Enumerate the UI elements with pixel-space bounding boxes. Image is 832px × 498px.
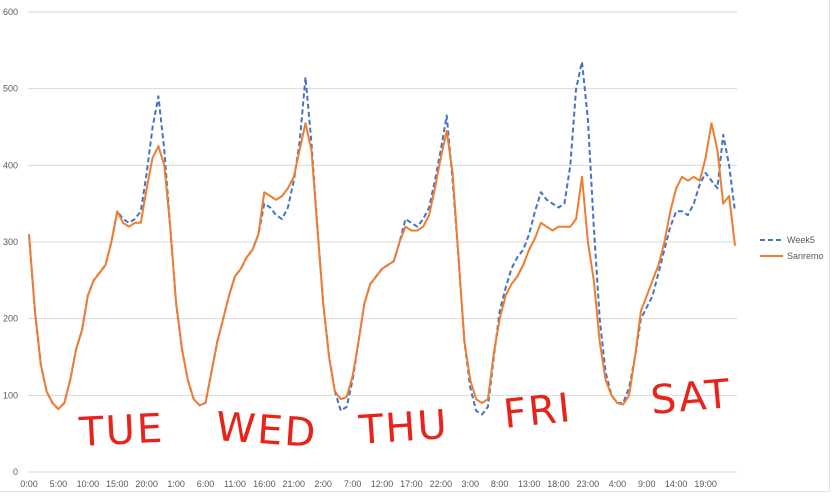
legend-label-week5: Week5	[787, 235, 815, 245]
legend-label-sanremo: Sanremo	[787, 251, 824, 261]
series-lines	[28, 60, 736, 416]
x-tick-label: 7:00	[344, 479, 362, 489]
annotation-tue: TUE	[77, 406, 165, 456]
x-tick-label: 5:00	[50, 479, 68, 489]
series-line-week5	[28, 60, 736, 416]
x-tick-label: 16:00	[253, 479, 276, 489]
x-tick-label: 13:00	[518, 479, 541, 489]
x-tick-label: 17:00	[400, 479, 423, 489]
x-tick-label: 14:00	[665, 479, 688, 489]
annotation-wed: WED	[214, 404, 319, 457]
y-tick-label: 100	[3, 390, 18, 400]
x-tick-label: 12:00	[371, 479, 394, 489]
x-tick-label: 2:00	[314, 479, 332, 489]
x-tick-label: 3:00	[461, 479, 479, 489]
x-tick-label: 19:00	[694, 479, 717, 489]
x-tick-label: 4:00	[609, 479, 627, 489]
x-tick-label: 1:00	[167, 479, 185, 489]
gridlines	[28, 11, 737, 473]
y-tick-label: 400	[3, 160, 18, 170]
x-axis-ticks: 0:00 5:00 10:00 15:00 20:00 1:00 6:00 11:00 16:0…	[20, 479, 717, 489]
y-tick-label: 300	[3, 237, 18, 247]
annotation-thu: THU	[356, 402, 450, 454]
legend: Week5 Sanremo	[760, 235, 824, 261]
x-tick-label: 11:00	[224, 479, 246, 489]
x-tick-label: 20:00	[135, 479, 158, 489]
annotation-fri: FRI	[501, 385, 574, 438]
x-tick-label: 0:00	[20, 479, 38, 489]
annotation-sat: SAT	[649, 371, 734, 424]
x-tick-label: 22:00	[430, 479, 453, 489]
x-tick-label: 15:00	[106, 479, 129, 489]
y-axis-ticks: 0 100 200 300 400 500 600	[3, 7, 18, 477]
y-tick-label: 0	[13, 467, 18, 477]
day-annotations: TUE WED THU FRI SAT	[77, 371, 733, 457]
y-tick-label: 600	[3, 7, 18, 17]
y-tick-label: 500	[3, 84, 18, 94]
x-tick-label: 23:00	[577, 479, 600, 489]
x-tick-label: 8:00	[491, 479, 509, 489]
x-tick-label: 6:00	[197, 479, 215, 489]
x-tick-label: 21:00	[282, 479, 305, 489]
series-line-sanremo	[28, 122, 736, 411]
x-tick-label: 10:00	[77, 479, 100, 489]
x-tick-label: 9:00	[638, 479, 656, 489]
x-tick-label: 18:00	[547, 479, 570, 489]
y-tick-label: 200	[3, 314, 18, 324]
